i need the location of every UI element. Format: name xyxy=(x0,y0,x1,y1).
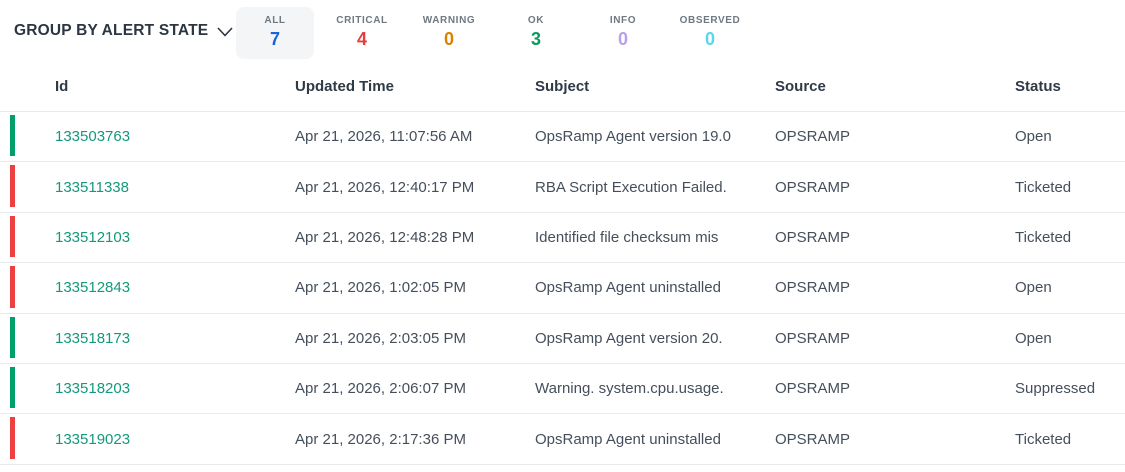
alert-id-cell: 133512843 xyxy=(0,279,295,296)
column-header-status[interactable]: Status xyxy=(1015,78,1061,95)
alert-id-cell: 133518203 xyxy=(0,380,295,397)
subject-cell: OpsRamp Agent version 19.0 xyxy=(535,128,731,146)
filter-tab-ok[interactable]: OK 3 xyxy=(497,7,575,59)
updated-time-cell: Apr 21, 2026, 12:40:17 PM xyxy=(295,178,475,196)
chevron-down-icon xyxy=(217,27,233,37)
alert-id-cell: 133512103 xyxy=(0,229,295,246)
status-cell: Ticketed xyxy=(1015,228,1072,246)
column-header-subject[interactable]: Subject xyxy=(535,78,590,95)
severity-bar-critical xyxy=(10,266,15,308)
status-cell: Open xyxy=(1015,128,1052,146)
alert-id-link[interactable]: 133519023 xyxy=(55,430,131,448)
source-cell: OPSRAMP xyxy=(775,178,851,196)
source-cell: OPSRAMP xyxy=(775,279,851,297)
column-header-id[interactable]: Id xyxy=(55,78,69,95)
column-header-source[interactable]: Source xyxy=(775,78,826,95)
source-cell: OPSRAMP xyxy=(775,329,851,347)
alert-id-link[interactable]: 133503763 xyxy=(55,128,131,146)
severity-bar-critical xyxy=(10,165,15,207)
updated-time-cell: Apr 21, 2026, 2:17:36 PM xyxy=(295,430,466,448)
status-cell: Suppressed xyxy=(1015,380,1096,398)
table-row[interactable]: 133518173 Apr 21, 2026, 2:03:05 PM OpsRamp… xyxy=(0,313,1125,364)
alerts-table-body: 133503763 Apr 21, 2026, 11:07:56 AM OpsRam… xyxy=(0,112,1125,465)
subject-cell: OpsRamp Agent version 20. xyxy=(535,329,723,347)
source-cell: OPSRAMP xyxy=(775,228,851,246)
alert-id-link[interactable]: 133511338 xyxy=(55,178,129,196)
severity-bar-critical xyxy=(10,215,15,258)
alert-id-link[interactable]: 133512843 xyxy=(55,279,131,297)
table-row[interactable]: 133503763 Apr 21, 2026, 11:07:56 AM OpsRam… xyxy=(0,112,1125,163)
filter-tab-label: INFO xyxy=(609,15,637,26)
alerts-toolbar: GROUP BY ALERT STATE ALL 7 CRITICAL 4 WARNIN… xyxy=(0,0,1125,62)
column-header-updated-time[interactable]: Updated Time xyxy=(295,78,394,95)
alert-id-link[interactable]: 133518203 xyxy=(55,380,131,398)
group-by-label: GROUP BY ALERT STATE xyxy=(14,22,209,39)
filter-tab-label: WARNING xyxy=(422,15,476,26)
filter-tab-count: 4 xyxy=(356,29,367,49)
alert-id-link[interactable]: 133512103 xyxy=(55,228,131,246)
source-cell: OPSRAMP xyxy=(775,430,851,448)
severity-bar-critical xyxy=(10,417,15,459)
filter-tab-count: 7 xyxy=(269,29,280,49)
filter-tab-count: 0 xyxy=(704,29,715,49)
subject-cell: Identified file checksum mis xyxy=(535,228,719,246)
table-row[interactable]: 133511338 Apr 21, 2026, 12:40:17 PM RBA Sc… xyxy=(0,162,1125,213)
subject-cell: RBA Script Execution Failed. xyxy=(535,178,727,196)
updated-time-cell: Apr 21, 2026, 2:06:07 PM xyxy=(295,380,466,398)
filter-tabs: ALL 7 CRITICAL 4 WARNING 0 OK 3 INFO 0 OBSERVED 0 xyxy=(236,7,758,59)
severity-bar-ok xyxy=(10,316,15,358)
filter-tab-count: 3 xyxy=(530,29,541,49)
filter-tab-critical[interactable]: CRITICAL 4 xyxy=(323,7,401,59)
source-cell: OPSRAMP xyxy=(775,128,851,146)
filter-tab-observed[interactable]: OBSERVED 0 xyxy=(671,7,749,59)
status-cell: Open xyxy=(1015,279,1052,297)
alert-id-cell: 133511338 xyxy=(0,179,295,196)
updated-time-cell: Apr 21, 2026, 11:07:56 AM xyxy=(295,128,473,146)
table-header: Id Updated Time Subject Source Status xyxy=(0,62,1125,112)
updated-time-cell: Apr 21, 2026, 1:02:05 PM xyxy=(295,279,466,297)
source-cell: OPSRAMP xyxy=(775,380,851,398)
severity-bar-ok xyxy=(10,115,15,157)
filter-tab-all[interactable]: ALL 7 xyxy=(236,7,314,59)
subject-cell: OpsRamp Agent uninstalled xyxy=(535,430,721,448)
alert-id-cell: 133519023 xyxy=(0,431,295,448)
table-row[interactable]: 133512843 Apr 21, 2026, 1:02:05 PM OpsRamp… xyxy=(0,263,1125,314)
filter-tab-label: OK xyxy=(527,15,545,26)
status-cell: Ticketed xyxy=(1015,178,1072,196)
status-cell: Ticketed xyxy=(1015,430,1072,448)
subject-cell: Warning. system.cpu.usage. xyxy=(535,380,724,398)
table-row[interactable]: 133518203 Apr 21, 2026, 2:06:07 PM Warning… xyxy=(0,363,1125,415)
status-cell: Open xyxy=(1015,329,1052,347)
alert-id-cell: 133503763 xyxy=(0,128,295,145)
group-by-alert-state-dropdown[interactable]: GROUP BY ALERT STATE xyxy=(14,22,233,40)
filter-tab-label: ALL xyxy=(264,15,286,26)
table-row[interactable]: 133519023 Apr 21, 2026, 2:17:36 PM OpsRamp… xyxy=(0,414,1125,465)
filter-tab-info[interactable]: INFO 0 xyxy=(584,7,662,59)
alert-id-cell: 133518173 xyxy=(0,330,295,347)
updated-time-cell: Apr 21, 2026, 2:03:05 PM xyxy=(295,329,466,347)
table-row[interactable]: 133512103 Apr 21, 2026, 12:48:28 PM Identi… xyxy=(0,212,1125,264)
updated-time-cell: Apr 21, 2026, 12:48:28 PM xyxy=(295,228,475,246)
filter-tab-label: OBSERVED xyxy=(679,15,741,26)
severity-bar-ok xyxy=(10,366,15,409)
filter-tab-count: 0 xyxy=(443,29,454,49)
alert-id-link[interactable]: 133518173 xyxy=(55,329,131,347)
filter-tab-count: 0 xyxy=(617,29,628,49)
subject-cell: OpsRamp Agent uninstalled xyxy=(535,279,721,297)
filter-tab-warning[interactable]: WARNING 0 xyxy=(410,7,488,59)
filter-tab-label: CRITICAL xyxy=(336,15,388,26)
